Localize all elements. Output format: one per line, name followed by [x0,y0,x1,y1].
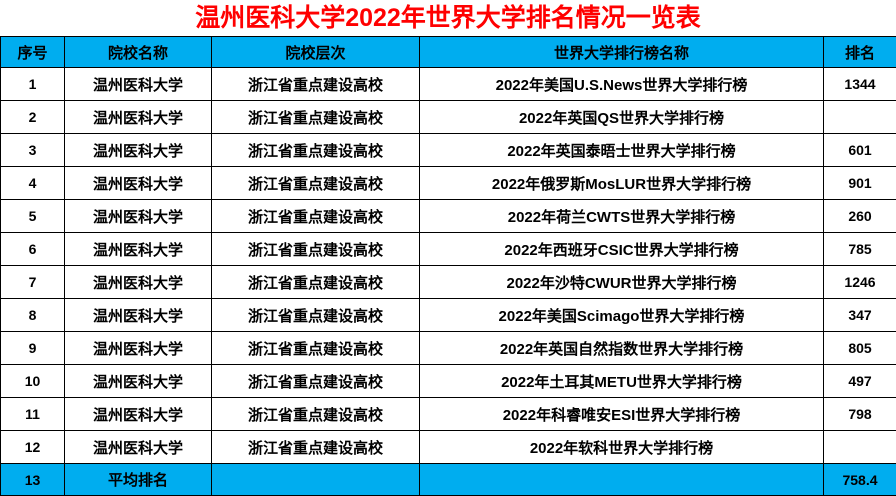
cell-ranking-name: 2022年美国U.S.News世界大学排行榜 [420,68,824,101]
cell-school: 温州医科大学 [65,398,212,431]
cell-tier: 浙江省重点建设高校 [212,332,420,365]
cell-ranking-name: 2022年沙特CWUR世界大学排行榜 [420,266,824,299]
cell-tier: 浙江省重点建设高校 [212,200,420,233]
cell-ranking-name: 2022年软科世界大学排行榜 [420,431,824,464]
cell-ranking-name: 2022年英国QS世界大学排行榜 [420,101,824,134]
table-header: 序号 院校名称 院校层次 世界大学排行榜名称 排名 [1,37,896,68]
table-header-row: 序号 院校名称 院校层次 世界大学排行榜名称 排名 [1,37,896,68]
document-page: 温州医科大学2022年世界大学排名情况一览表 序号 院校名称 院校层次 世界大学… [0,0,896,481]
cell-school: 温州医科大学 [65,299,212,332]
cell-ranking-name: 2022年西班牙CSIC世界大学排行榜 [420,233,824,266]
cell-school: 温州医科大学 [65,431,212,464]
summary-cell-tier [212,464,420,496]
cell-rank: 1246 [824,266,896,299]
cell-tier: 浙江省重点建设高校 [212,167,420,200]
cell-index: 6 [1,233,65,266]
cell-rank: 497 [824,365,896,398]
cell-ranking-name: 2022年土耳其METU世界大学排行榜 [420,365,824,398]
cell-rank [824,431,896,464]
cell-index: 8 [1,299,65,332]
cell-rank: 901 [824,167,896,200]
column-header-tier: 院校层次 [212,37,420,68]
cell-school: 温州医科大学 [65,266,212,299]
cell-index: 4 [1,167,65,200]
cell-index: 1 [1,68,65,101]
cell-school: 温州医科大学 [65,167,212,200]
cell-index: 10 [1,365,65,398]
summary-cell-ranking-name [420,464,824,496]
cell-school: 温州医科大学 [65,101,212,134]
cell-index: 12 [1,431,65,464]
cell-ranking-name: 2022年荷兰CWTS世界大学排行榜 [420,200,824,233]
document-title-bar: 温州医科大学2022年世界大学排名情况一览表 [0,0,896,36]
cell-ranking-name: 2022年科睿唯安ESI世界大学排行榜 [420,398,824,431]
cell-tier: 浙江省重点建设高校 [212,365,420,398]
cell-ranking-name: 2022年英国自然指数世界大学排行榜 [420,332,824,365]
column-header-school: 院校名称 [65,37,212,68]
cell-rank: 785 [824,233,896,266]
cell-rank: 347 [824,299,896,332]
cell-ranking-name: 2022年美国Scimago世界大学排行榜 [420,299,824,332]
summary-cell-rank: 758.4 [824,464,896,496]
cell-school: 温州医科大学 [65,332,212,365]
cell-rank [824,101,896,134]
column-header-ranking-name: 世界大学排行榜名称 [420,37,824,68]
cell-tier: 浙江省重点建设高校 [212,134,420,167]
cell-rank: 798 [824,398,896,431]
cell-tier: 浙江省重点建设高校 [212,233,420,266]
summary-cell-index: 13 [1,464,65,496]
summary-cell-school: 平均排名 [65,464,212,496]
cell-index: 2 [1,101,65,134]
cell-tier: 浙江省重点建设高校 [212,431,420,464]
column-header-index: 序号 [1,37,65,68]
cell-index: 5 [1,200,65,233]
cell-index: 11 [1,398,65,431]
cell-tier: 浙江省重点建设高校 [212,266,420,299]
cell-index: 7 [1,266,65,299]
page-title: 温州医科大学2022年世界大学排名情况一览表 [195,3,701,33]
cell-rank: 805 [824,332,896,365]
cell-tier: 浙江省重点建设高校 [212,299,420,332]
cell-school: 温州医科大学 [65,233,212,266]
cell-school: 温州医科大学 [65,68,212,101]
cell-index: 9 [1,332,65,365]
cell-rank: 260 [824,200,896,233]
cell-school: 温州医科大学 [65,134,212,167]
cell-ranking-name: 2022年俄罗斯MosLUR世界大学排行榜 [420,167,824,200]
cell-index: 3 [1,134,65,167]
column-header-rank: 排名 [824,37,896,68]
cell-school: 温州医科大学 [65,365,212,398]
cell-rank: 1344 [824,68,896,101]
cell-rank: 601 [824,134,896,167]
cell-tier: 浙江省重点建设高校 [212,68,420,101]
cell-school: 温州医科大学 [65,200,212,233]
cell-ranking-name: 2022年英国泰晤士世界大学排行榜 [420,134,824,167]
cell-tier: 浙江省重点建设高校 [212,101,420,134]
cell-tier: 浙江省重点建设高校 [212,398,420,431]
